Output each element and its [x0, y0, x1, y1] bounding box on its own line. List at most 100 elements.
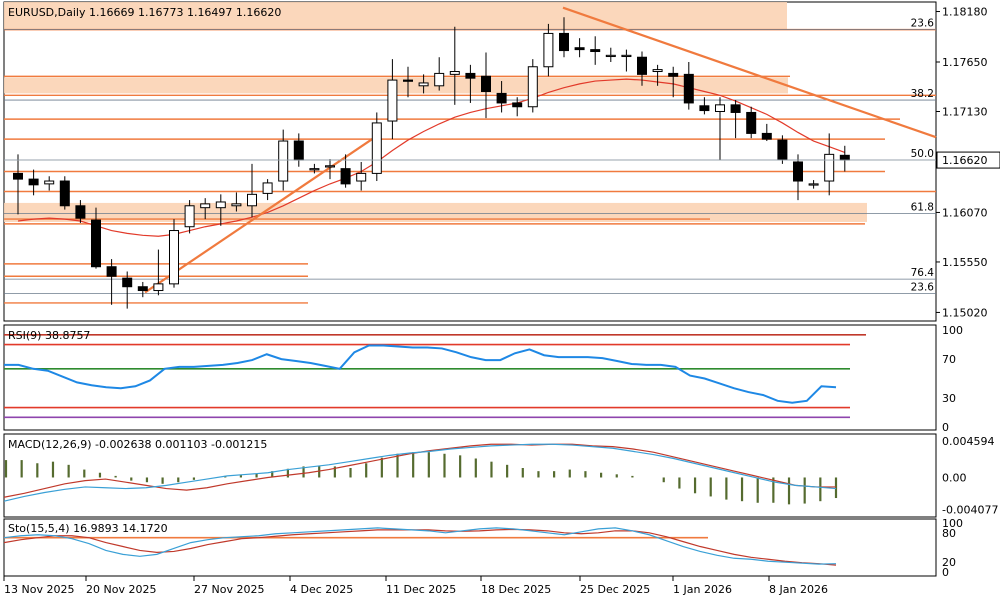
rsi-label: RSI(9) 38.8757 [8, 329, 90, 342]
macd-tick-label: -0.004077 [942, 504, 998, 517]
candle-body-down [137, 286, 148, 292]
candle-body-up [652, 69, 663, 73]
candle-body-up [169, 230, 179, 285]
candle-body-up [418, 82, 429, 87]
candle-body-up [527, 66, 538, 108]
candle-body-up [371, 122, 382, 174]
candle-body-up [356, 172, 367, 182]
candle [808, 180, 819, 189]
candle-body-down [122, 277, 133, 288]
rsi-panel-frame [3, 324, 937, 431]
candle-body-down [28, 178, 39, 186]
candle [496, 81, 507, 113]
candle [215, 194, 226, 226]
stochastic-tick-label: 100 [942, 517, 963, 530]
candle-body-down [777, 139, 788, 160]
candle [247, 163, 257, 218]
candle [527, 59, 538, 113]
price-tick-label: 1.15550 [942, 256, 988, 269]
main-price-panel: 23.638.250.061.876.423.6 1.181801.176501… [3, 1, 1000, 322]
candle-body-down [559, 32, 569, 52]
candle [137, 281, 148, 298]
trendlines [144, 6, 937, 294]
candle-body-down [340, 168, 351, 185]
candle [200, 198, 211, 220]
fibo-label-1: 38.2 [911, 88, 934, 100]
candle [325, 159, 335, 180]
candle-body-down [668, 72, 679, 77]
rsi-axis: 100 70 30 0 [942, 324, 963, 434]
candlesticks [13, 17, 850, 309]
date-label: 13 Nov 2025 [4, 583, 74, 596]
macd-lines [3, 443, 837, 502]
candle-body-up [231, 203, 242, 207]
candle [730, 100, 741, 139]
fibo-label-5: 23.6 [911, 281, 935, 293]
fibo-label-3: 61.8 [911, 201, 934, 213]
date-label: 4 Dec 2025 [290, 583, 353, 596]
candle-body-down [403, 79, 413, 82]
candle [715, 97, 725, 161]
trendline-1 [562, 6, 937, 139]
candle [824, 133, 835, 196]
candle [59, 176, 70, 210]
candle [668, 66, 679, 98]
fibo-label-2: 50.0 [911, 148, 934, 160]
candle-body-up [808, 183, 819, 186]
macd-label: MACD(12,26,9) -0.002638 0.001103 -0.0012… [8, 438, 267, 451]
candle-body-down [481, 75, 491, 93]
price-tick-label: 1.18180 [942, 6, 988, 19]
symbol-info: EURUSD,Daily 1.16669 1.16773 1.16497 1.1… [8, 6, 281, 19]
candle-body-up [325, 165, 335, 168]
current-price-label: 1.16620 [942, 154, 988, 167]
rsi-tick-label: 0 [942, 421, 949, 434]
candle [434, 57, 445, 91]
candle [605, 47, 616, 62]
price-axis: 1.18180 1.17650 1.17130 1.16620 1.16070 1.155… [4, 6, 1000, 319]
stochastic-tick-label: 0 [942, 566, 949, 579]
candle-body-down [496, 92, 507, 104]
price-tick-label: 1.16070 [942, 206, 988, 219]
time-axis: 13 Nov 2025 20 Nov 2025 27 Nov 2025 4 Dec 2… [3, 576, 828, 596]
candle [122, 271, 133, 309]
rsi-tick-label: 30 [942, 392, 956, 405]
zone-0 [4, 2, 787, 30]
fibo-label-0: 23.6 [911, 18, 935, 30]
candle-body-up [184, 205, 195, 228]
candle [309, 163, 320, 174]
candle [543, 23, 554, 77]
candle-body-down [59, 180, 70, 207]
candle [481, 52, 491, 119]
candle-body-up [449, 71, 460, 75]
candle [777, 135, 788, 164]
price-tick-label: 1.17130 [942, 106, 988, 119]
candle [13, 154, 23, 215]
date-label: 11 Dec 2025 [386, 583, 456, 596]
candle-body-up [262, 182, 273, 194]
trendline-0 [144, 136, 376, 294]
stochastic-lines [3, 527, 837, 566]
macd-axis: 0.004594 0.00 -0.004077 [942, 435, 998, 517]
candle-body-up [309, 168, 320, 171]
candle-body-up [543, 32, 554, 68]
stochastic-tick-label: 20 [942, 556, 956, 569]
candle-body-down [465, 72, 476, 79]
date-label: 25 Dec 2025 [580, 583, 650, 596]
candle-body-up [824, 153, 835, 182]
candle-body-up [621, 54, 632, 58]
macd-main-line [3, 443, 837, 502]
candle [449, 26, 460, 105]
candle [356, 161, 367, 191]
candle-body-up [387, 79, 398, 122]
candle-body-down [637, 56, 647, 75]
candle [371, 112, 382, 182]
moving-average-line [17, 78, 846, 237]
candle [761, 123, 772, 142]
candle-body-up [44, 180, 55, 185]
candle-body-down [793, 161, 803, 182]
date-label: 1 Jan 2026 [673, 583, 732, 596]
stochastic-panel-frame [3, 518, 937, 577]
candle-body-down [13, 172, 23, 180]
candle [418, 74, 429, 94]
